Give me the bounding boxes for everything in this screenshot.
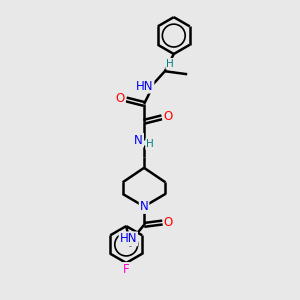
Text: O: O [164,216,173,229]
Text: H: H [166,59,174,69]
Text: O: O [116,92,125,105]
Text: N: N [134,134,143,147]
Text: HN: HN [120,232,137,245]
Text: N: N [140,200,148,213]
Text: H: H [146,139,154,149]
Text: O: O [163,110,172,123]
Text: HN: HN [136,80,153,93]
Text: F: F [123,263,130,276]
